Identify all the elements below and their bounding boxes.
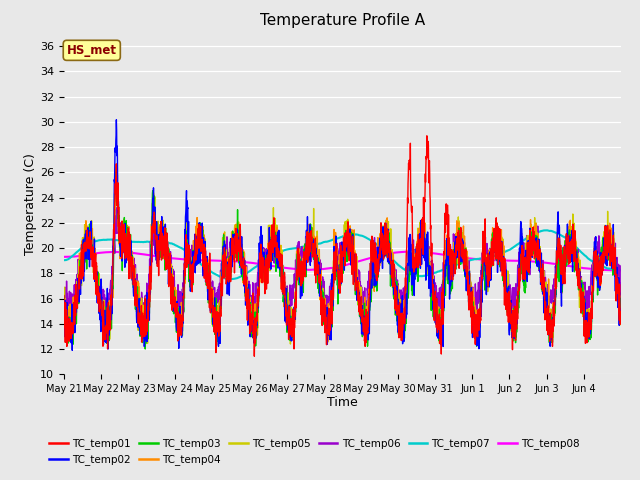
- TC_temp02: [617, 311, 625, 316]
- TC_temp07: [60, 257, 68, 263]
- TC_temp03: [216, 333, 223, 339]
- TC_temp03: [568, 245, 576, 251]
- TC_temp01: [423, 133, 431, 139]
- TC_temp08: [60, 254, 68, 260]
- TC_temp04: [436, 340, 444, 346]
- TC_temp06: [508, 318, 515, 324]
- TC_temp07: [504, 247, 512, 253]
- Text: HS_met: HS_met: [67, 44, 116, 57]
- TC_temp07: [584, 255, 591, 261]
- TC_temp03: [60, 293, 68, 299]
- TC_temp01: [60, 293, 68, 299]
- TC_temp05: [371, 261, 379, 266]
- TC_temp02: [359, 322, 367, 327]
- TC_temp02: [568, 228, 576, 233]
- TC_temp01: [584, 322, 591, 328]
- TC_temp07: [541, 228, 549, 233]
- TC_temp04: [371, 271, 379, 277]
- TC_temp03: [505, 298, 513, 304]
- TC_temp08: [358, 257, 366, 263]
- TC_temp03: [371, 283, 379, 288]
- TC_temp01: [216, 329, 223, 335]
- TC_temp04: [617, 297, 625, 302]
- Line: TC_temp06: TC_temp06: [64, 208, 621, 321]
- TC_temp07: [227, 276, 234, 282]
- TC_temp01: [568, 248, 576, 253]
- TC_temp05: [60, 299, 68, 305]
- Title: Temperature Profile A: Temperature Profile A: [260, 13, 425, 28]
- TC_temp01: [250, 353, 258, 359]
- TC_temp03: [113, 163, 121, 169]
- TC_temp07: [568, 240, 576, 246]
- X-axis label: Time: Time: [327, 396, 358, 408]
- TC_temp05: [568, 232, 576, 238]
- TC_temp07: [617, 267, 625, 273]
- TC_temp01: [505, 308, 513, 314]
- TC_temp02: [68, 348, 76, 353]
- TC_temp07: [216, 274, 223, 279]
- TC_temp03: [617, 311, 625, 316]
- TC_temp08: [216, 258, 223, 264]
- Y-axis label: Temperature (C): Temperature (C): [24, 153, 37, 255]
- TC_temp06: [371, 257, 379, 263]
- TC_temp03: [141, 346, 149, 352]
- Line: TC_temp01: TC_temp01: [64, 136, 621, 356]
- TC_temp02: [60, 313, 68, 319]
- Line: TC_temp03: TC_temp03: [64, 166, 621, 349]
- TC_temp05: [359, 308, 367, 313]
- TC_temp07: [371, 240, 379, 246]
- TC_temp03: [359, 318, 367, 324]
- TC_temp06: [504, 272, 512, 278]
- TC_temp04: [505, 305, 513, 311]
- TC_temp01: [359, 307, 367, 312]
- TC_temp08: [584, 265, 591, 271]
- TC_temp06: [584, 288, 591, 294]
- TC_temp01: [371, 249, 379, 254]
- TC_temp05: [113, 175, 120, 181]
- TC_temp03: [584, 329, 591, 335]
- TC_temp01: [617, 309, 625, 315]
- TC_temp04: [359, 313, 367, 319]
- TC_temp02: [113, 117, 120, 123]
- TC_temp08: [504, 258, 512, 264]
- Line: TC_temp04: TC_temp04: [64, 164, 621, 343]
- TC_temp08: [617, 267, 625, 273]
- TC_temp02: [216, 333, 223, 339]
- TC_temp06: [113, 205, 121, 211]
- TC_temp06: [568, 240, 576, 246]
- TC_temp05: [505, 310, 513, 315]
- TC_temp05: [617, 295, 625, 301]
- Line: TC_temp07: TC_temp07: [64, 230, 621, 279]
- TC_temp04: [113, 161, 120, 167]
- TC_temp04: [60, 302, 68, 308]
- TC_temp04: [568, 227, 576, 232]
- TC_temp08: [568, 264, 575, 269]
- TC_temp05: [584, 317, 591, 323]
- Line: TC_temp05: TC_temp05: [64, 178, 621, 345]
- TC_temp06: [216, 280, 223, 286]
- TC_temp04: [216, 300, 223, 306]
- TC_temp08: [406, 249, 413, 254]
- TC_temp06: [617, 287, 625, 293]
- Line: TC_temp08: TC_temp08: [64, 252, 621, 270]
- TC_temp05: [216, 330, 223, 336]
- TC_temp06: [60, 291, 68, 297]
- TC_temp02: [505, 283, 513, 289]
- TC_temp08: [614, 267, 622, 273]
- TC_temp02: [371, 275, 379, 281]
- TC_temp04: [584, 334, 591, 339]
- TC_temp08: [371, 254, 378, 260]
- Legend: TC_temp01, TC_temp02, TC_temp03, TC_temp04, TC_temp05, TC_temp06, TC_temp07, TC_: TC_temp01, TC_temp02, TC_temp03, TC_temp…: [45, 434, 584, 469]
- TC_temp06: [359, 292, 367, 298]
- TC_temp05: [213, 342, 221, 348]
- Line: TC_temp02: TC_temp02: [64, 120, 621, 350]
- TC_temp02: [584, 326, 591, 332]
- TC_temp07: [359, 233, 367, 239]
